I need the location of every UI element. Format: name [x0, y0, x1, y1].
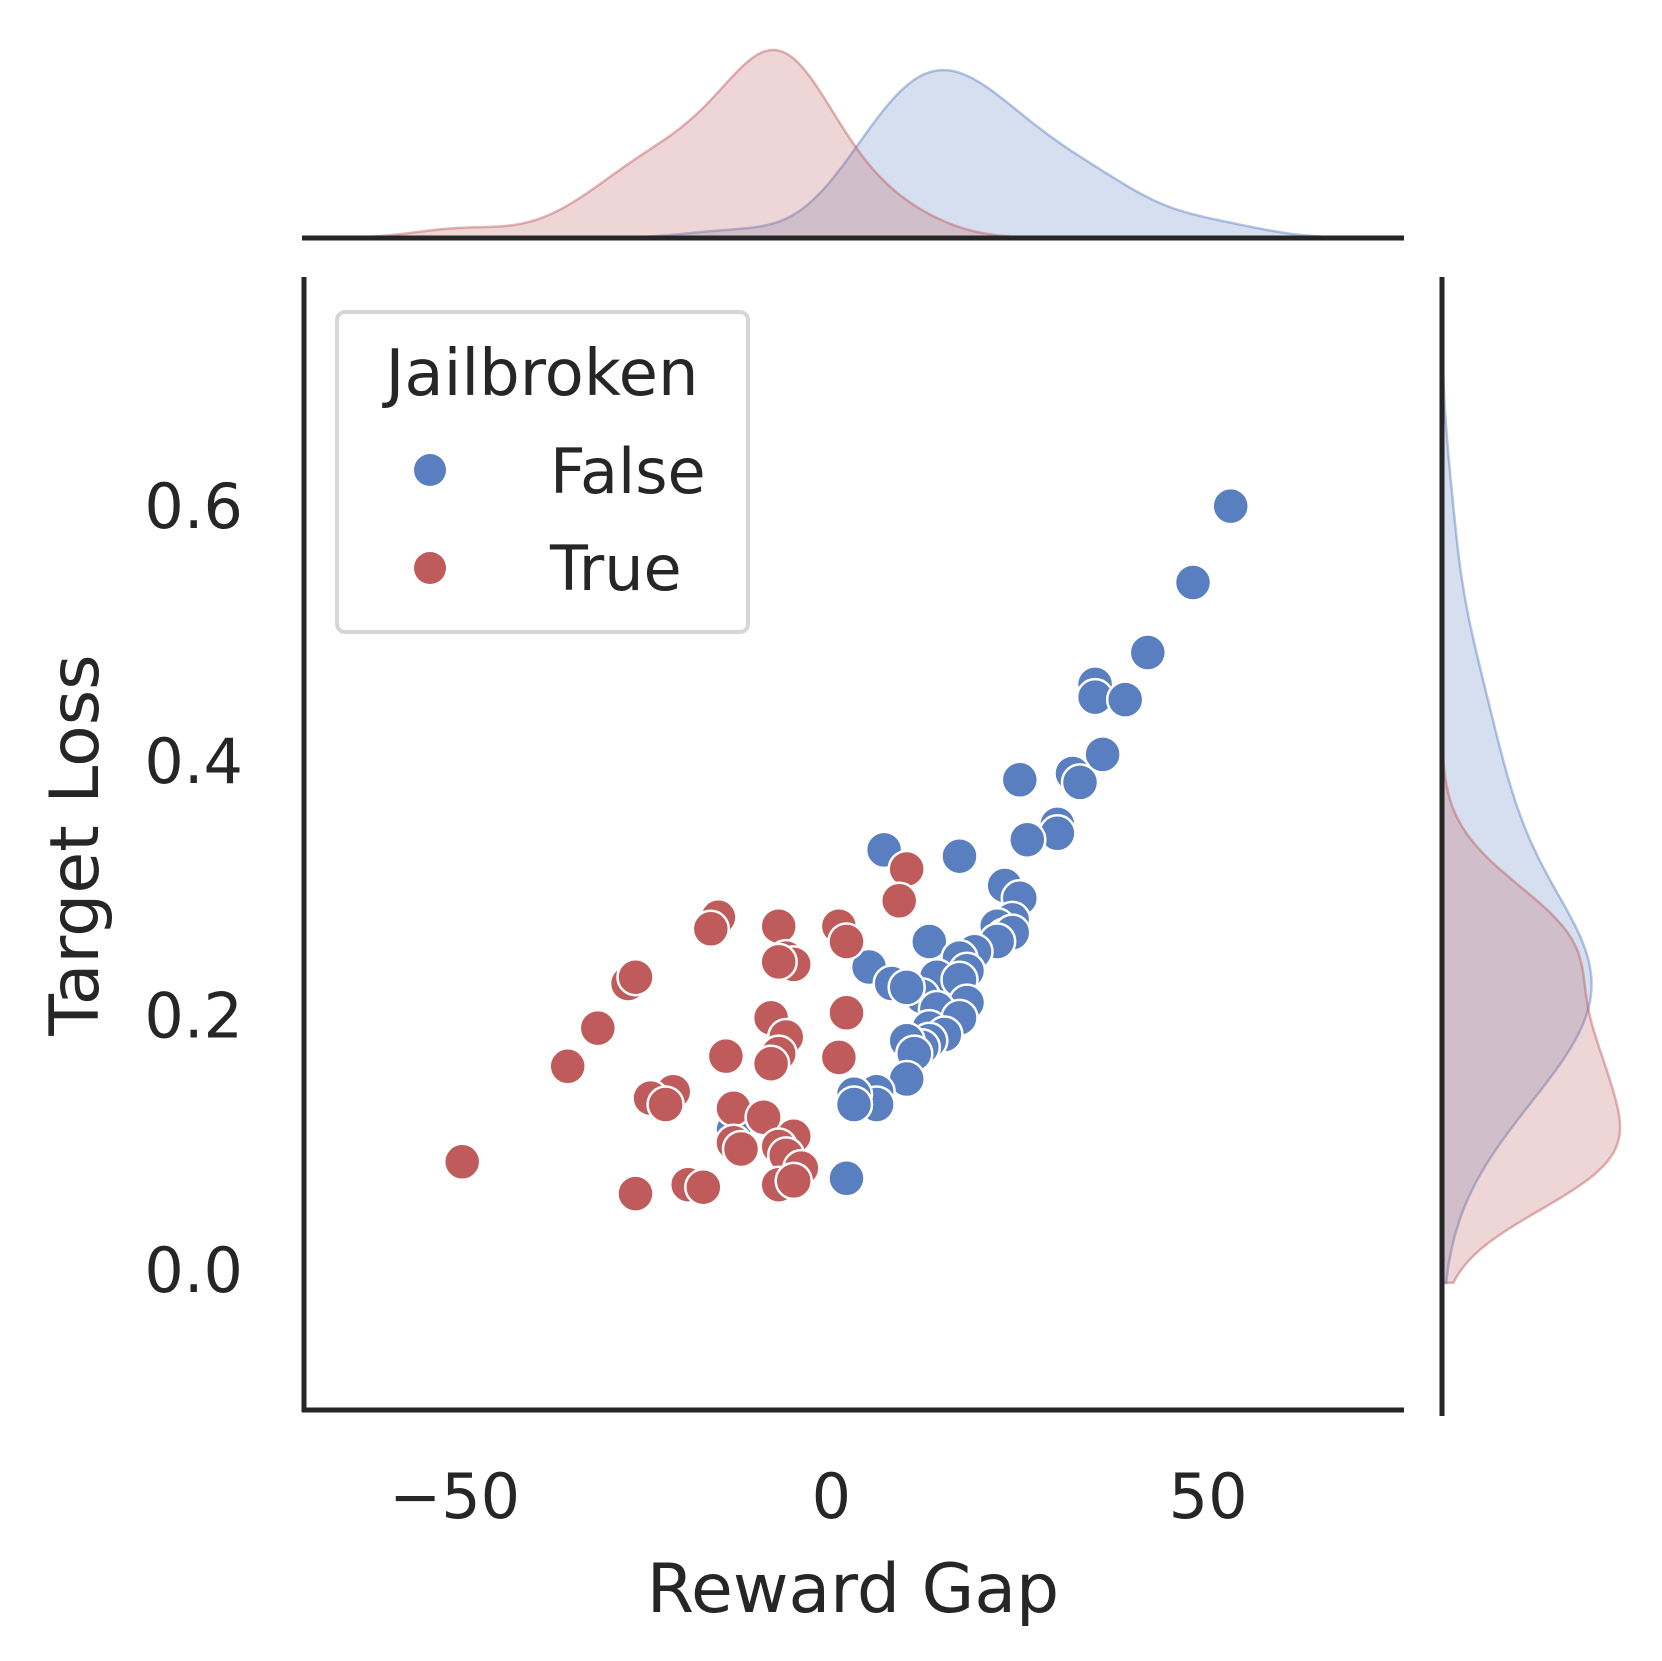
legend-title: Jailbroken — [381, 337, 698, 411]
scatter-point-true — [827, 993, 866, 1033]
scatter-point-true — [548, 1047, 587, 1086]
scatter-point-true — [616, 1174, 655, 1213]
scatter-point-false — [1105, 680, 1145, 719]
scatter-point-true — [887, 849, 926, 889]
legend-marker-false — [414, 454, 446, 486]
scatter-point-false — [834, 1085, 874, 1124]
y-tick-label: 0.0 — [144, 1234, 243, 1307]
scatter-point-true — [759, 942, 798, 982]
x-tick-label: 0 — [812, 1460, 851, 1533]
scatter-point-true — [691, 909, 731, 949]
scatter-point-false — [1128, 633, 1168, 672]
y-axis-label: Target Loss — [36, 654, 115, 1036]
y-tick-label: 0.6 — [144, 470, 243, 543]
scatter-point-true — [759, 906, 798, 946]
scatter-point-true — [706, 1036, 746, 1076]
legend-marker-true — [414, 552, 446, 584]
y-tick-label: 0.2 — [144, 979, 243, 1052]
scatter-point-false — [910, 922, 949, 961]
x-axis-label: Reward Gap — [647, 1550, 1059, 1629]
scatter-point-true — [879, 881, 919, 921]
x-tick-label: −50 — [389, 1460, 520, 1533]
scatter-point-true — [774, 1161, 813, 1201]
scatter-points — [442, 486, 1250, 1213]
scatter-point-true — [819, 1038, 859, 1077]
scatter-point-true — [827, 922, 866, 961]
y-tick-label: 0.4 — [144, 725, 243, 798]
y-tick-labels: 0.0 0.2 0.4 0.6 — [144, 470, 243, 1307]
scatter-point-true — [442, 1142, 482, 1182]
x-tick-label: 50 — [1169, 1460, 1248, 1533]
scatter-point-false — [1211, 486, 1250, 526]
scatter-point-true — [721, 1129, 761, 1169]
right-kde-false — [1440, 364, 1593, 1284]
scatter-point-false — [940, 836, 979, 876]
legend-label-false: False — [550, 435, 706, 508]
scatter-point-true — [646, 1085, 685, 1124]
scatter-point-false — [1060, 763, 1100, 802]
scatter-point-false — [1083, 735, 1122, 774]
scatter-point-false — [1000, 760, 1040, 800]
scatter-point-true — [578, 1008, 618, 1048]
x-tick-labels: −50 0 50 — [389, 1460, 1247, 1533]
scatter-point-true — [684, 1167, 723, 1207]
scatter-point-false — [827, 1159, 866, 1198]
scatter-point-false — [1173, 563, 1213, 602]
legend-box — [335, 310, 750, 634]
scatter-point-true — [616, 957, 655, 997]
scatter-point-false — [887, 968, 926, 1007]
legend-label-true: True — [549, 532, 682, 605]
scatter-point-true — [751, 1044, 791, 1083]
legend: Jailbroken False True — [335, 310, 750, 634]
scatter-point-false — [1008, 820, 1047, 859]
